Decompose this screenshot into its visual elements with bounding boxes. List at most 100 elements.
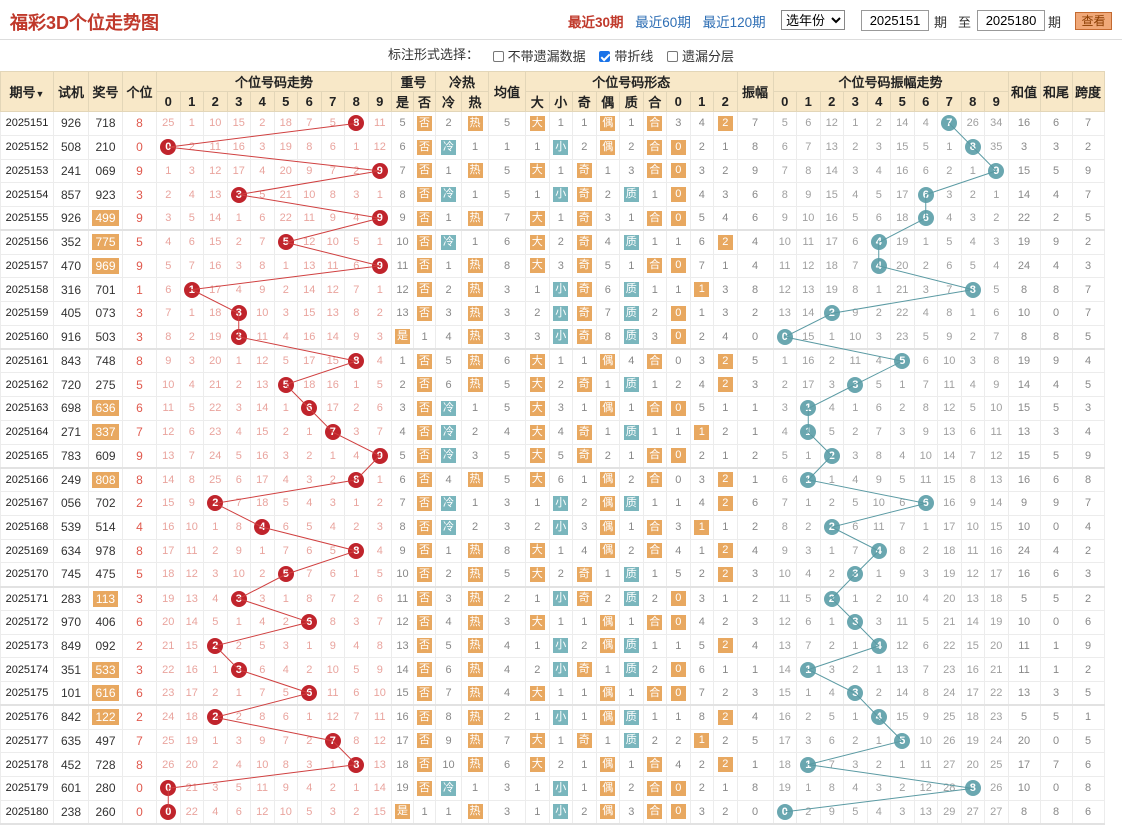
form-tag: 大 bbox=[529, 400, 545, 416]
prize-cell: 280 bbox=[88, 776, 123, 801]
form-cell: 2 bbox=[572, 134, 597, 160]
shiji-cell: 698 bbox=[53, 396, 89, 421]
table-row: 2025159 405 073 3 7 1 18 3 10 3 15 13 8 2 13 否 3 热 3 2 小奇 7 质 2… bbox=[0, 301, 1105, 326]
coldhot-tag: 热 bbox=[467, 258, 483, 274]
trend-cell: 9 bbox=[367, 657, 392, 682]
form-tag: 偶 bbox=[600, 709, 616, 725]
remainder-tag: 2 bbox=[717, 638, 733, 654]
tail-cell: 3 bbox=[1039, 134, 1073, 160]
amp-trend-cell: 4 bbox=[819, 396, 844, 421]
checkbox-no-miss[interactable] bbox=[492, 51, 504, 63]
query-button[interactable]: 查看 bbox=[1075, 12, 1112, 30]
period-link-30[interactable]: 最近30期 bbox=[568, 15, 624, 30]
trend-cell: 6 bbox=[179, 419, 204, 445]
trend-cell: 1 bbox=[320, 752, 345, 777]
trend-cell: 5 bbox=[273, 229, 298, 255]
form-cell: 0 bbox=[666, 396, 691, 421]
amp-trend-cell: 9 bbox=[866, 467, 891, 492]
form-cell: 1 bbox=[642, 277, 667, 302]
repeat-cell: 15 bbox=[391, 681, 414, 707]
repeat-cell: 否 bbox=[413, 586, 436, 611]
period-link-60[interactable]: 最近60期 bbox=[635, 15, 691, 30]
repeat-cell: 16 bbox=[391, 704, 414, 730]
amp-trend-cell: 10 bbox=[937, 348, 962, 374]
form-tag: 大 bbox=[529, 543, 545, 559]
table-row: 2025156 352 775 5 4 6 15 2 7 5 12 10 5 1 10 否冷 1 6 大 2 奇 4 质 1 1… bbox=[0, 229, 1105, 255]
trend-cell: 8 bbox=[273, 752, 298, 777]
coldhot-tag: 热 bbox=[467, 662, 483, 678]
amp-trend-cell: 5 bbox=[937, 229, 962, 255]
form-cell: 2 bbox=[619, 538, 644, 564]
trend-cell: 11 bbox=[320, 253, 345, 279]
start-issue-input[interactable] bbox=[861, 10, 929, 31]
repeat-cell: 5 bbox=[391, 443, 414, 469]
amp-ball: 2 bbox=[823, 519, 840, 536]
trend-cell: 2 bbox=[297, 657, 322, 682]
checkbox-miss-layers[interactable] bbox=[666, 51, 678, 63]
amp-trend-cell: 17 bbox=[890, 182, 915, 207]
form-tag: 质 bbox=[623, 709, 639, 725]
col-issue[interactable]: 期号▼ bbox=[0, 71, 54, 112]
span-cell: 2 bbox=[1071, 134, 1105, 160]
hit-ball: 5 bbox=[277, 234, 294, 251]
end-issue-input[interactable] bbox=[977, 10, 1045, 31]
form-cell: 2 bbox=[548, 562, 573, 588]
coldhot-subheader: 热 bbox=[461, 91, 489, 112]
sort-arrow-icon[interactable]: ▼ bbox=[35, 89, 45, 99]
amp-trend-cell: 16 bbox=[890, 158, 915, 184]
coldhot-cell: 2 bbox=[435, 277, 462, 302]
hit-ball: 8 bbox=[348, 756, 365, 773]
repeat-tag: 否 bbox=[417, 234, 432, 250]
amp-trend-cell: 14 bbox=[890, 681, 915, 707]
prize-cell: 113 bbox=[88, 586, 123, 611]
ge-cell: 5 bbox=[122, 562, 157, 588]
form-tag: 小 bbox=[553, 282, 569, 298]
form-cell: 2 bbox=[525, 657, 550, 682]
trend-cell: 1 bbox=[367, 467, 392, 492]
table-row: 2025151 926 718 8 25 1 10 15 2 18 7 5 8 11 5 否 2 热 5 大 1 1 偶 1 合… bbox=[0, 111, 1105, 136]
repeat-tag: 否 bbox=[417, 210, 432, 226]
remainder-tag: 2 bbox=[717, 709, 733, 725]
form-tag: 大 bbox=[529, 472, 545, 488]
avg-cell: 6 bbox=[488, 752, 526, 777]
option-polyline[interactable]: 带折线 bbox=[599, 46, 653, 65]
coldhot-cell: 2 bbox=[435, 111, 462, 136]
trend-cell: 22 bbox=[273, 206, 298, 232]
checkbox-polyline[interactable] bbox=[599, 51, 611, 63]
trend-cell: 4 bbox=[179, 182, 204, 207]
trend-cell: 26 bbox=[156, 752, 181, 777]
sum-cell: 24 bbox=[1007, 538, 1041, 564]
form-cell: 1 bbox=[595, 372, 620, 397]
coldhot-cell: 热 bbox=[461, 253, 489, 279]
trend-digit-header: 3 bbox=[226, 91, 251, 112]
hit-ball: 5 bbox=[277, 376, 294, 393]
form-cell: 合 bbox=[642, 514, 667, 540]
amp-trend-cell: 9 bbox=[772, 538, 797, 564]
trend-cell: 2 bbox=[273, 419, 298, 445]
amp-trend-cell: 26 bbox=[937, 728, 962, 754]
coldhot-cell: 3 bbox=[435, 586, 462, 611]
amp-trend-cell: 8 bbox=[866, 443, 891, 469]
avg-cell: 3 bbox=[488, 491, 526, 516]
hit-ball: 8 bbox=[348, 353, 365, 370]
option-miss-layers[interactable]: 遗漏分层 bbox=[666, 46, 734, 65]
option-no-miss[interactable]: 不带遗漏数据 bbox=[492, 46, 586, 65]
amp-trend-cell: 3 bbox=[843, 609, 868, 635]
span-cell: 5 bbox=[1071, 324, 1105, 350]
coldhot-tag: 热 bbox=[467, 566, 483, 582]
trend-cell: 6 bbox=[226, 799, 251, 825]
amp-trend-cell: 2 bbox=[913, 538, 938, 564]
period-link-120[interactable]: 最近120期 bbox=[702, 15, 766, 30]
form-tag: 合 bbox=[647, 757, 663, 773]
trend-cell: 4 bbox=[367, 348, 392, 374]
prize-group-badge: 533 bbox=[92, 661, 119, 678]
trend-digit-header: 8 bbox=[344, 91, 369, 112]
tail-cell: 0 bbox=[1039, 514, 1073, 540]
form-cell: 5 bbox=[689, 396, 714, 421]
year-select[interactable]: 选年份 bbox=[781, 10, 845, 30]
coldhot-cell: 热 bbox=[461, 633, 489, 659]
remainder-tag: 0 bbox=[670, 804, 686, 820]
amp-trend-cell: 7 bbox=[772, 491, 797, 516]
amp-trend-cell: 12 bbox=[913, 776, 938, 801]
sum-cell: 24 bbox=[1007, 253, 1041, 279]
